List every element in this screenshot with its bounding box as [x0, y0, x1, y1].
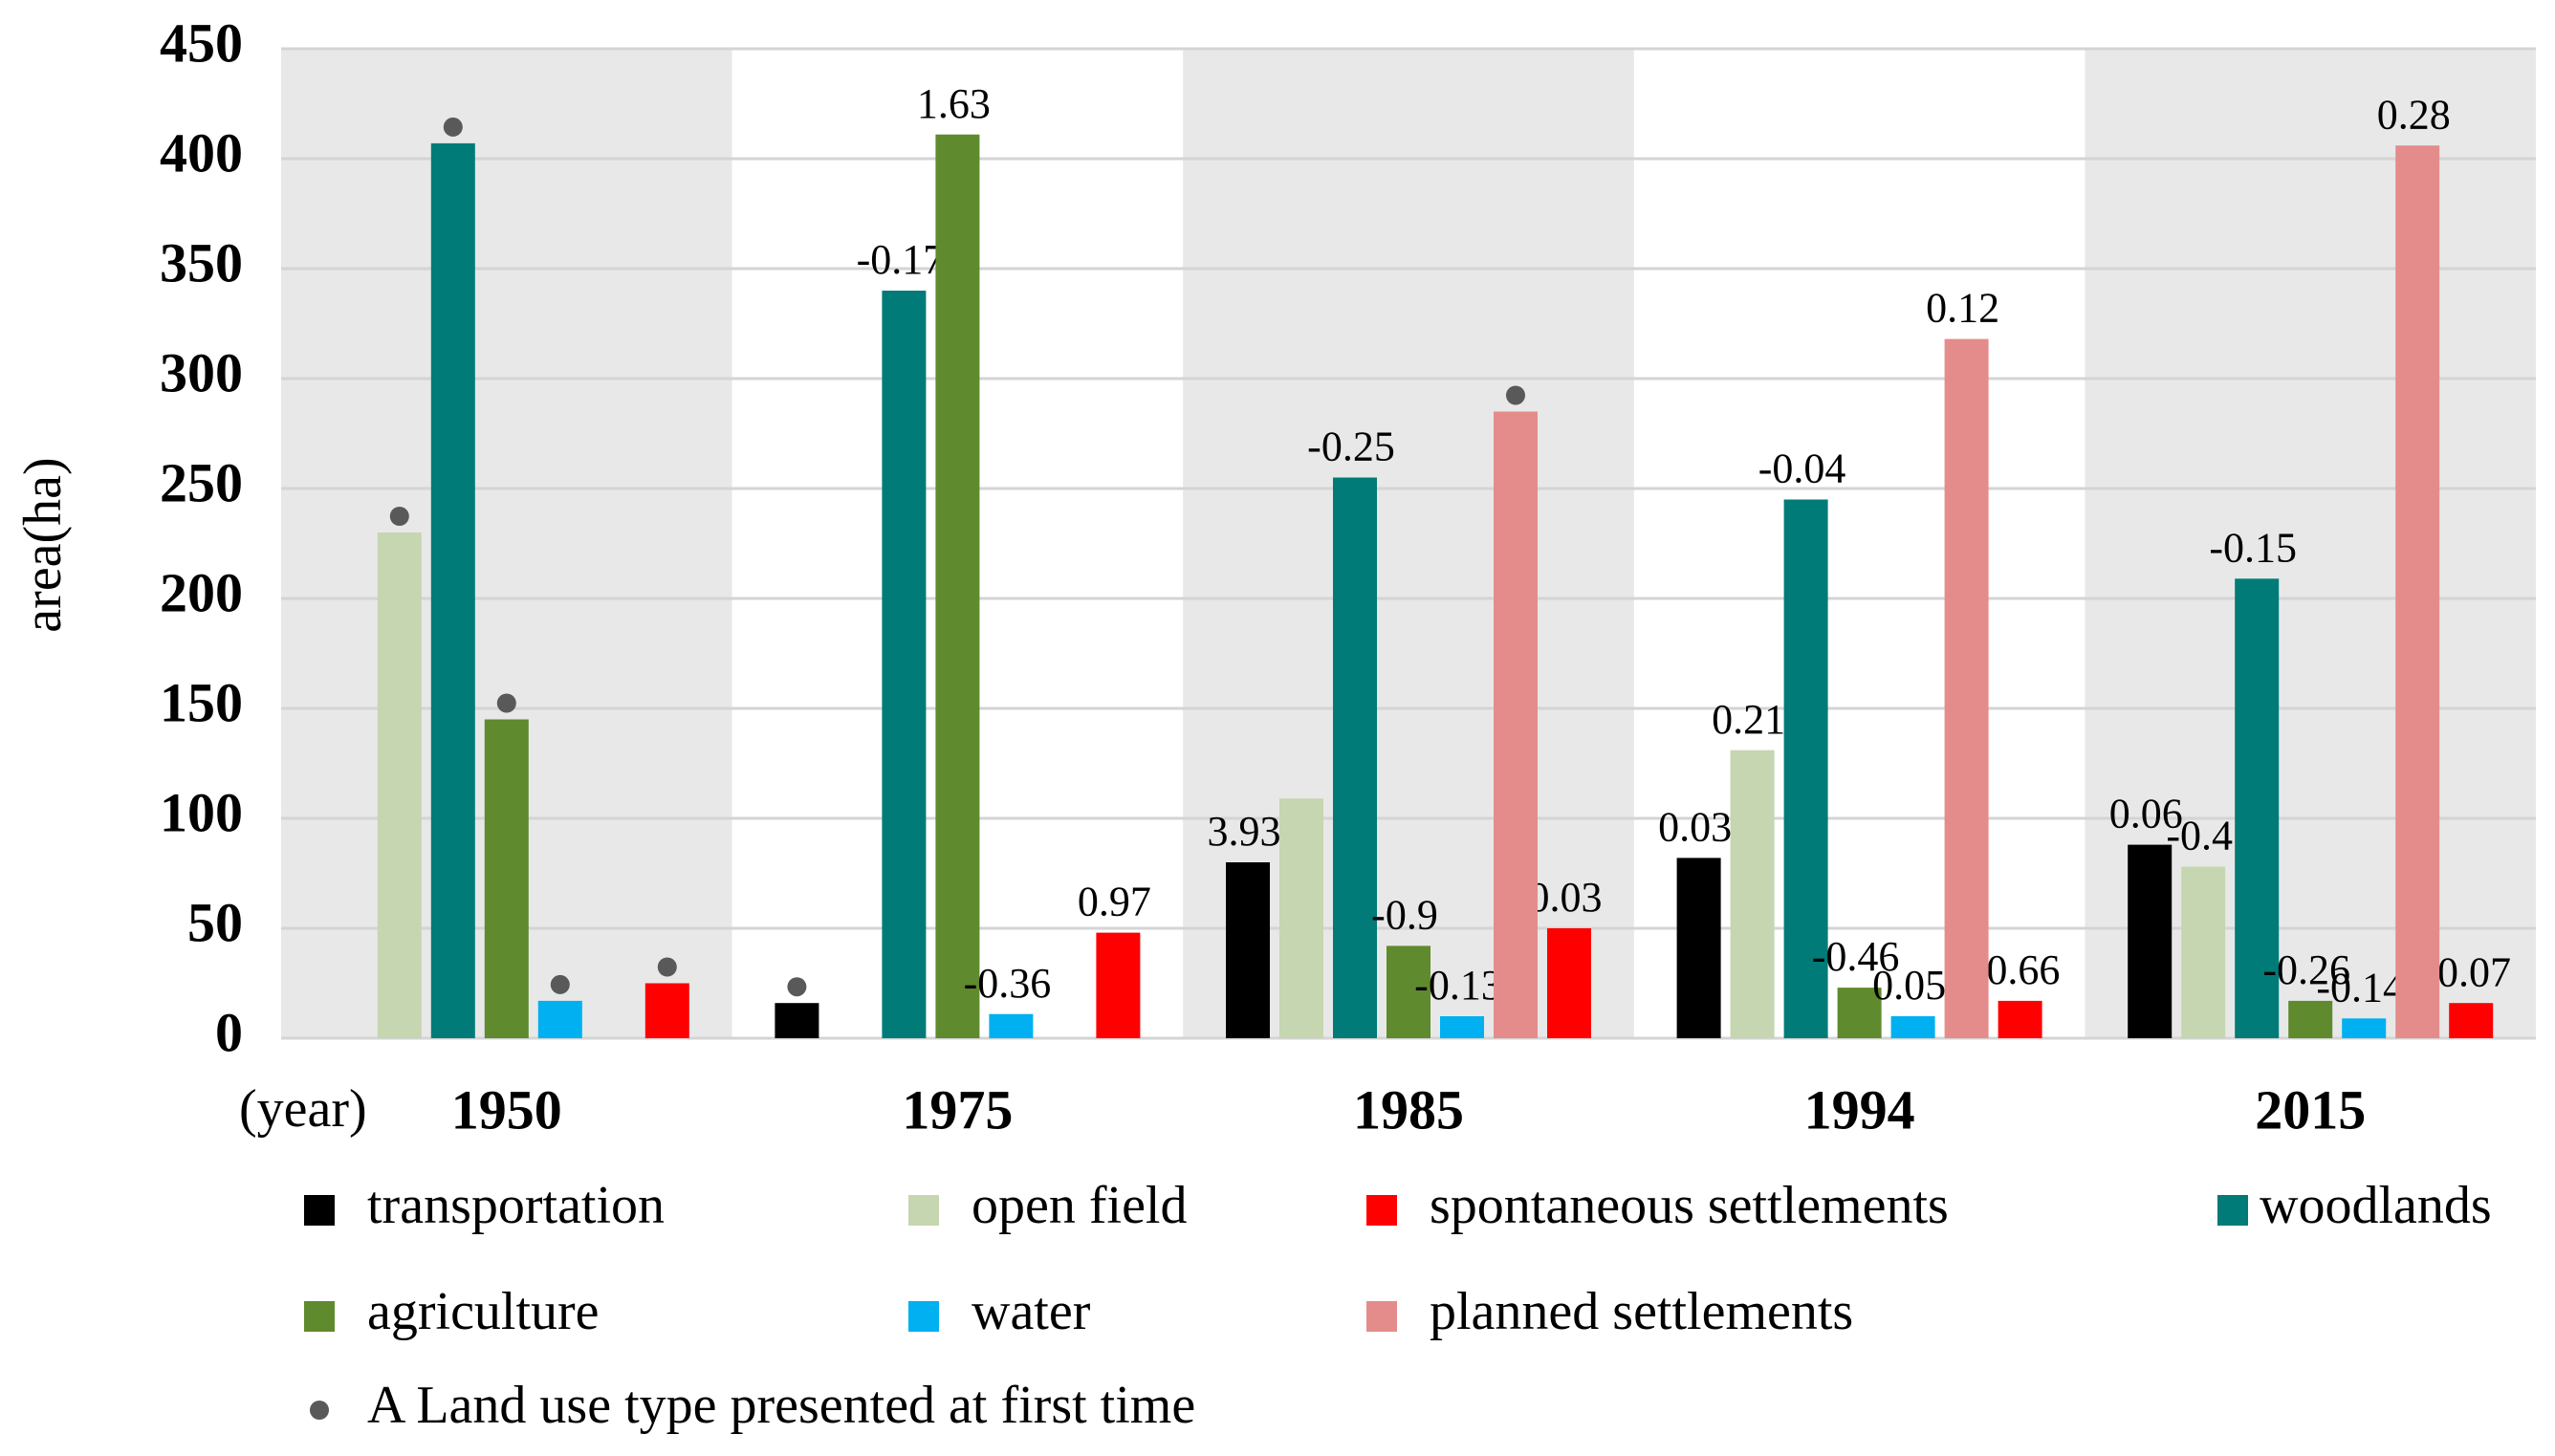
legend-swatch [1366, 1301, 1397, 1332]
y-tick-label: 200 [160, 561, 243, 623]
bar [1387, 945, 1430, 1038]
bar [1494, 411, 1538, 1038]
bar [2395, 145, 2440, 1038]
change-label: -0.9 [1371, 891, 1438, 938]
legend-label: transportation [367, 1176, 665, 1235]
legend-label: open field [972, 1176, 1187, 1235]
bar [484, 719, 529, 1038]
change-label: 0.12 [1926, 285, 1999, 332]
y-tick-label: 300 [160, 341, 243, 403]
change-label: -0.04 [1758, 445, 1846, 492]
y-tick-label: 250 [160, 451, 243, 513]
x-tick-label: 2015 [2255, 1078, 2366, 1141]
bar [2181, 866, 2226, 1038]
bar [882, 291, 927, 1038]
bar [430, 142, 475, 1038]
legend-swatch [304, 1301, 335, 1332]
y-axis-title: area(ha) [13, 457, 73, 632]
change-label: 0.03 [1529, 874, 1603, 921]
bar [2342, 1018, 2387, 1038]
change-label: -0.26 [2262, 946, 2350, 993]
x-tick-label: 1994 [1804, 1078, 1915, 1141]
bar [1890, 1016, 1935, 1038]
change-label: -0.15 [2209, 524, 2297, 571]
y-tick-label: 100 [160, 781, 243, 843]
bar [935, 134, 980, 1038]
legend-swatch [2217, 1195, 2248, 1226]
first-time-marker [443, 117, 463, 137]
bar [1333, 477, 1377, 1038]
bar [2235, 578, 2280, 1038]
x-tick-label: 1975 [902, 1078, 1013, 1141]
change-label: 3.93 [1208, 808, 1281, 855]
change-label: -0.4 [2166, 813, 2233, 859]
bar [1676, 858, 1721, 1038]
change-label: 0.06 [2109, 791, 2183, 837]
first-time-marker [787, 977, 807, 997]
change-label: -0.36 [964, 960, 1052, 1007]
y-tick-label: 450 [160, 11, 243, 74]
change-label: -0.14 [2316, 964, 2404, 1011]
bar [1547, 928, 1591, 1038]
change-label: 0.21 [1712, 696, 1785, 743]
y-tick-label: 0 [215, 1001, 243, 1063]
x-axis-title: (year) [239, 1079, 367, 1139]
legend-swatch [908, 1301, 939, 1332]
bar [537, 1000, 582, 1038]
bar [1730, 750, 1775, 1038]
change-label: 0.97 [1078, 879, 1151, 925]
bar [1783, 499, 1828, 1038]
first-time-marker [657, 957, 677, 977]
legend-marker-label: A Land use type presented at first time [367, 1376, 1195, 1435]
change-label: -0.46 [1812, 933, 1900, 980]
change-label: 0.05 [1872, 962, 1946, 1009]
bar [1837, 988, 1882, 1038]
y-tick-label: 50 [187, 891, 243, 953]
bar [2288, 1000, 2333, 1038]
x-tick-label: 1950 [451, 1078, 562, 1141]
y-tick-label: 400 [160, 121, 243, 184]
bar [1944, 338, 1989, 1039]
bar [2449, 1003, 2494, 1038]
legend-label: water [972, 1282, 1091, 1341]
legend-swatch [908, 1195, 939, 1226]
bar [989, 1013, 1034, 1038]
y-tick-label: 150 [160, 671, 243, 733]
bar [1440, 1016, 1484, 1038]
change-label: -0.17 [857, 236, 945, 283]
bar [644, 983, 689, 1038]
legend-label: spontaneous settlements [1430, 1176, 1949, 1235]
bar [1096, 932, 1141, 1038]
legend-label: agriculture [367, 1282, 600, 1341]
change-label: -0.13 [1414, 962, 1502, 1009]
change-label: -0.25 [1307, 424, 1395, 470]
first-time-marker [389, 507, 409, 526]
legend-swatch [304, 1195, 335, 1226]
first-time-marker [550, 974, 570, 994]
change-label: 0.28 [2377, 91, 2451, 138]
change-label: 0.03 [1658, 803, 1732, 850]
bar [1279, 798, 1323, 1038]
bar [775, 1003, 819, 1038]
first-time-marker [1506, 385, 1525, 405]
x-tick-label: 1985 [1353, 1078, 1464, 1141]
legend-label: woodlands [2260, 1176, 2492, 1235]
bar [1998, 1000, 2042, 1038]
legend-label: planned settlements [1430, 1282, 1853, 1341]
legend-marker [310, 1401, 329, 1420]
bar [1226, 862, 1270, 1038]
change-label: 1.63 [917, 80, 991, 127]
bar [2128, 844, 2173, 1038]
legend-swatch [1366, 1195, 1397, 1226]
first-time-marker [496, 693, 516, 713]
bar [377, 532, 422, 1038]
y-tick-label: 350 [160, 231, 243, 293]
